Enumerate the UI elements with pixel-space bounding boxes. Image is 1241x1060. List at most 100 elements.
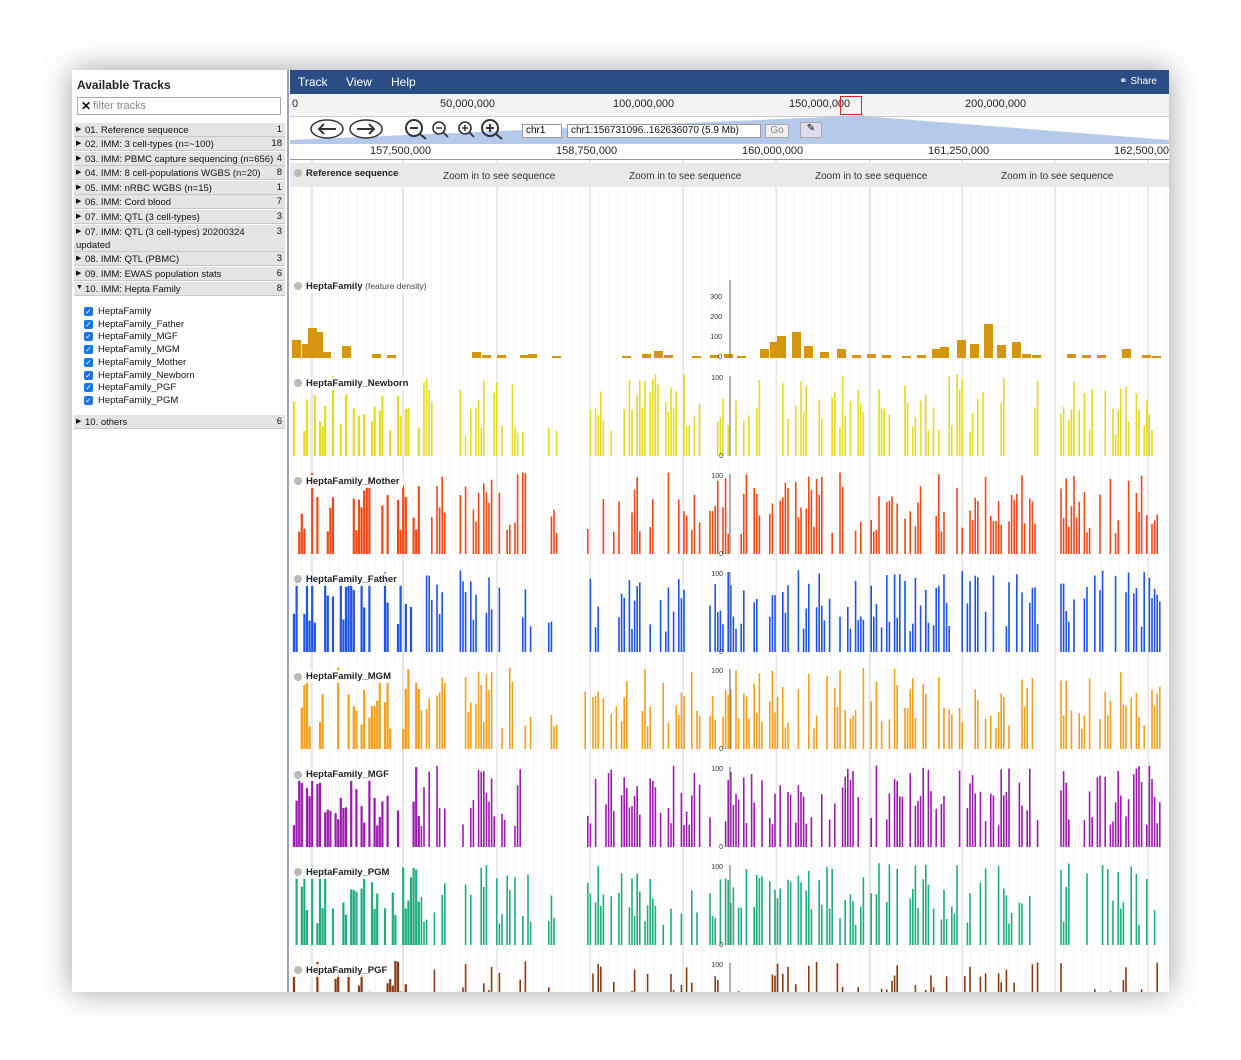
close-track-icon[interactable] xyxy=(294,169,302,178)
menu-help[interactable]: Help xyxy=(391,75,416,89)
highlight-icon[interactable]: ✎ xyxy=(800,122,822,138)
go-button[interactable]: Go xyxy=(765,124,789,138)
menu-track[interactable]: Track xyxy=(298,75,328,89)
close-track-icon[interactable] xyxy=(294,966,302,975)
methylation-y-max: 100 xyxy=(711,571,723,578)
density-bar xyxy=(552,356,561,358)
close-track-icon[interactable] xyxy=(294,379,302,388)
track-area: Reference sequence Zoom in to see sequen… xyxy=(290,160,1169,992)
close-track-icon[interactable] xyxy=(294,575,302,584)
checkbox-checked-icon[interactable]: ✓ xyxy=(84,332,93,342)
density-bar xyxy=(737,356,746,358)
pan-left-button[interactable] xyxy=(310,119,344,144)
category-10[interactable]: ▶ 09. IMM: EWAS population stats 6 xyxy=(74,267,285,281)
zoom-in-small-icon[interactable] xyxy=(458,121,476,144)
expanded-triangle-icon: ▼ xyxy=(76,284,83,291)
category-4[interactable]: ▶ 04. IMM: 8 cell-populations WGBS (n=20)… xyxy=(74,166,285,180)
methylation-chart: 100 0 xyxy=(292,765,1161,851)
density-bar xyxy=(820,352,829,358)
close-track-icon[interactable] xyxy=(294,672,302,681)
close-track-icon[interactable] xyxy=(294,770,302,779)
checkbox-checked-icon[interactable]: ✓ xyxy=(84,307,93,316)
density-y-tick: 200 xyxy=(710,314,722,321)
overview-tick: 0 xyxy=(292,98,299,110)
zoom-out-large-icon[interactable] xyxy=(404,118,428,145)
browser-window: Available Tracks ✕ filter tracks ▶ 01. Re… xyxy=(72,70,1169,992)
track-label-heptafamily_newborn[interactable]: HeptaFamily_Newborn xyxy=(292,377,413,390)
category-1[interactable]: ▶ 01. Reference sequence 1 xyxy=(74,123,285,137)
location-input[interactable]: chr1:156731096..162636070 (5.9 Mb) xyxy=(567,124,761,138)
track-label-density[interactable]: HeptaFamily (feature density) xyxy=(292,280,431,293)
category-9[interactable]: ▶ 08. IMM: QTL (PBMC) 3 xyxy=(74,252,285,266)
category-label: 03. IMM: PBMC capture sequencing (n=656) xyxy=(85,154,274,165)
zoom-in-large-icon[interactable] xyxy=(480,118,504,145)
category-count: 6 xyxy=(276,268,282,279)
density-bar xyxy=(314,332,323,358)
density-bar xyxy=(724,354,733,358)
checkbox-checked-icon[interactable]: ✓ xyxy=(84,345,93,355)
track-label-heptafamily_mother[interactable]: HeptaFamily_Mother xyxy=(292,474,404,488)
collapse-triangle-icon: ▶ xyxy=(76,255,82,262)
checkbox-checked-icon[interactable]: ✓ xyxy=(84,395,93,405)
category-8[interactable]: ▶ 07. IMM: QTL (3 cell-types) 20200324 3 up… xyxy=(74,225,285,252)
collapse-triangle-icon: ▶ xyxy=(76,228,82,235)
pan-right-button[interactable] xyxy=(349,119,383,144)
track-label-heptafamily_mgm[interactable]: HeptaFamily_MGM xyxy=(292,670,395,684)
clear-filter-icon[interactable]: ✕ xyxy=(81,99,92,113)
category-6[interactable]: ▶ 06. IMM: Cord blood 7 xyxy=(74,195,285,209)
category-3[interactable]: ▶ 03. IMM: PBMC capture sequencing (n=656… xyxy=(74,152,285,166)
checkbox-checked-icon[interactable]: ✓ xyxy=(84,370,93,380)
checkbox-checked-icon[interactable]: ✓ xyxy=(84,357,93,367)
density-bar xyxy=(882,355,891,358)
category-5[interactable]: ▶ 05. IMM: nRBC WGBS (n=15) 1 xyxy=(74,181,285,195)
close-track-icon[interactable] xyxy=(294,477,302,486)
density-bar xyxy=(837,349,846,358)
track-label-heptafamily_father[interactable]: HeptaFamily_Father xyxy=(292,572,401,586)
methylation-y-min: 0 xyxy=(719,844,723,851)
overview-ruler[interactable]: 0 50,000,000 100,000,000 150,000,000 200… xyxy=(290,94,1169,117)
category-label: 10. others xyxy=(85,417,128,428)
density-sublabel: (feature density) xyxy=(365,281,427,291)
chromosome-select[interactable]: chr1▾ xyxy=(522,124,573,138)
overview-tick: 200,000,000 xyxy=(965,98,1027,110)
category-count: 8 xyxy=(276,167,282,178)
checkbox-checked-icon[interactable]: ✓ xyxy=(84,383,93,393)
density-bar xyxy=(804,346,813,358)
category-2[interactable]: ▶ 02. IMM: 3 cell-types (n=~100) 18 xyxy=(74,137,285,151)
share-button[interactable]: ⚭ Share xyxy=(1119,76,1157,87)
category-count: 1 xyxy=(276,124,282,135)
close-track-icon[interactable] xyxy=(294,868,302,877)
density-bar xyxy=(528,354,537,358)
checkbox-checked-icon[interactable]: ✓ xyxy=(84,319,93,329)
density-bar xyxy=(520,355,529,358)
ruler-tick: 157,500,000 xyxy=(370,145,432,157)
track-label-heptafamily_pgf[interactable]: HeptaFamily_PGF xyxy=(292,963,392,977)
zoom-hint: Zoom in to see sequence xyxy=(1001,171,1114,182)
methylation-y-max: 100 xyxy=(711,375,723,382)
close-track-icon[interactable] xyxy=(294,282,302,291)
density-bar xyxy=(957,340,966,358)
track-label-text: HeptaFamily_MGF xyxy=(306,769,389,781)
collapse-triangle-icon: ▶ xyxy=(76,213,82,220)
category-label: 02. IMM: 3 cell-types (n=~100) xyxy=(85,139,214,150)
overview-location-box[interactable] xyxy=(840,96,862,115)
track-label-heptafamily_pgm[interactable]: HeptaFamily_PGM xyxy=(292,866,394,879)
track-name: HeptaFamily_Mother xyxy=(98,356,187,368)
filter-tracks-input[interactable]: ✕ filter tracks xyxy=(77,97,281,115)
track-label-reference[interactable]: Reference sequence xyxy=(292,167,403,180)
density-bar xyxy=(940,347,949,358)
collapse-triangle-icon: ▶ xyxy=(76,155,82,162)
category-others[interactable]: ▶ 10. others 6 xyxy=(74,415,285,429)
reference-sequence-track: Reference sequence Zoom in to see sequen… xyxy=(290,163,1169,187)
density-bar xyxy=(970,344,979,358)
zoom-out-small-icon[interactable] xyxy=(432,121,450,144)
track-grid xyxy=(291,160,1167,992)
density-bar xyxy=(1022,354,1031,358)
category-7[interactable]: ▶ 07. IMM: QTL (3 cell-types) 3 xyxy=(74,210,285,224)
density-bar xyxy=(917,355,926,358)
category-11[interactable]: ▼ 10. IMM: Hepta Family 8 xyxy=(74,282,285,296)
share-label: Share xyxy=(1130,76,1157,87)
track-label-heptafamily_mgf[interactable]: HeptaFamily_MGF xyxy=(292,768,393,782)
menu-view[interactable]: View xyxy=(346,75,372,89)
category-count: 4 xyxy=(276,153,282,164)
